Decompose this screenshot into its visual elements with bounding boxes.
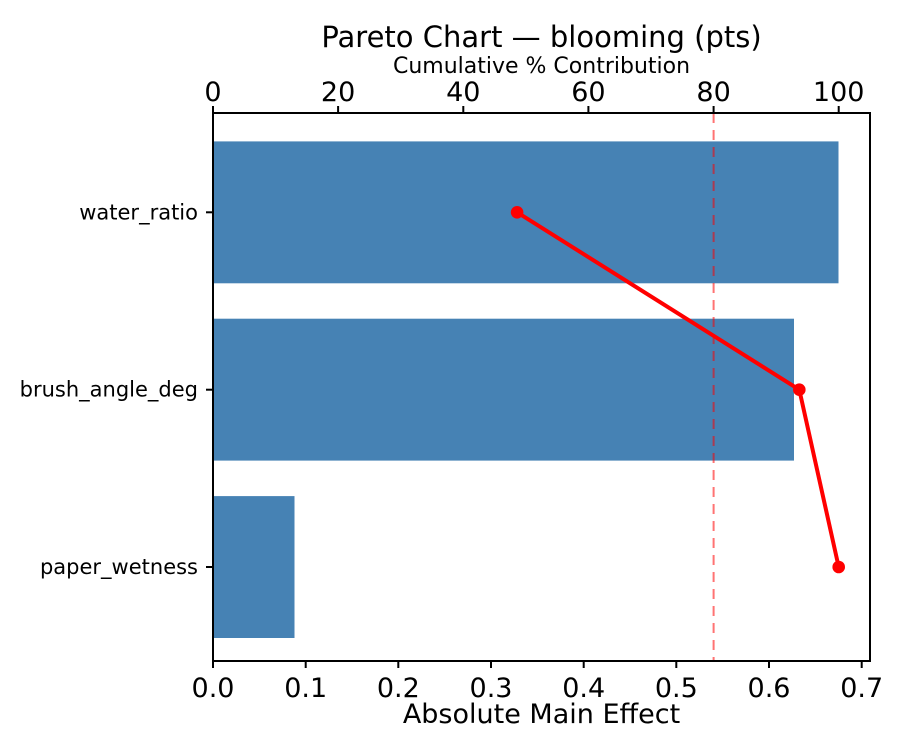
- x-top-tick-label: 20: [321, 77, 355, 108]
- top-axis-label: Cumulative % Contribution: [393, 54, 690, 79]
- x-top-tick-label: 80: [696, 77, 730, 108]
- x-top-tick-label: 60: [571, 77, 605, 108]
- bar-brush_angle_deg: [213, 318, 794, 461]
- y-tick-label-water_ratio: water_ratio: [79, 200, 198, 225]
- y-tick-label-paper_wetness: paper_wetness: [40, 555, 198, 580]
- x-top-tick-label: 100: [813, 77, 865, 108]
- x-bottom-tick-label: 0.6: [748, 673, 791, 704]
- x-top-tick-label: 0: [204, 77, 221, 108]
- x-bottom-tick-label: 0.2: [377, 673, 420, 704]
- cumulative-marker-paper_wetness: [832, 560, 845, 574]
- x-bottom-tick-label: 0.7: [840, 673, 883, 704]
- x-bottom-tick-label: 0.1: [284, 673, 327, 704]
- chart-title: Pareto Chart — blooming (pts): [321, 20, 761, 54]
- cumulative-line-group: [510, 206, 845, 574]
- bar-water_ratio: [213, 141, 839, 284]
- x-top-tick-label: 40: [446, 77, 480, 108]
- bars-group: [213, 141, 839, 638]
- cumulative-marker-water_ratio: [510, 206, 524, 219]
- x-bottom-tick-label: 0.3: [470, 673, 513, 704]
- axis-ticks-group: 0.0 0.1 0.2 0.3 0.4 0.5 0.6 0.7 0 20 40 60 80 100 wate…: [20, 77, 884, 704]
- cumulative-marker-brush_angle_deg: [793, 383, 806, 397]
- plot-border-spines: [212, 112, 871, 662]
- x-bottom-tick-label: 0.5: [655, 673, 698, 704]
- bar-paper_wetness: [213, 496, 295, 638]
- x-bottom-tick-label: 0.4: [562, 673, 605, 704]
- y-tick-label-brush_angle_deg: brush_angle_deg: [20, 378, 198, 403]
- bottom-axis-label: Absolute Main Effect: [403, 699, 680, 730]
- x-bottom-tick-label: 0.0: [192, 673, 235, 704]
